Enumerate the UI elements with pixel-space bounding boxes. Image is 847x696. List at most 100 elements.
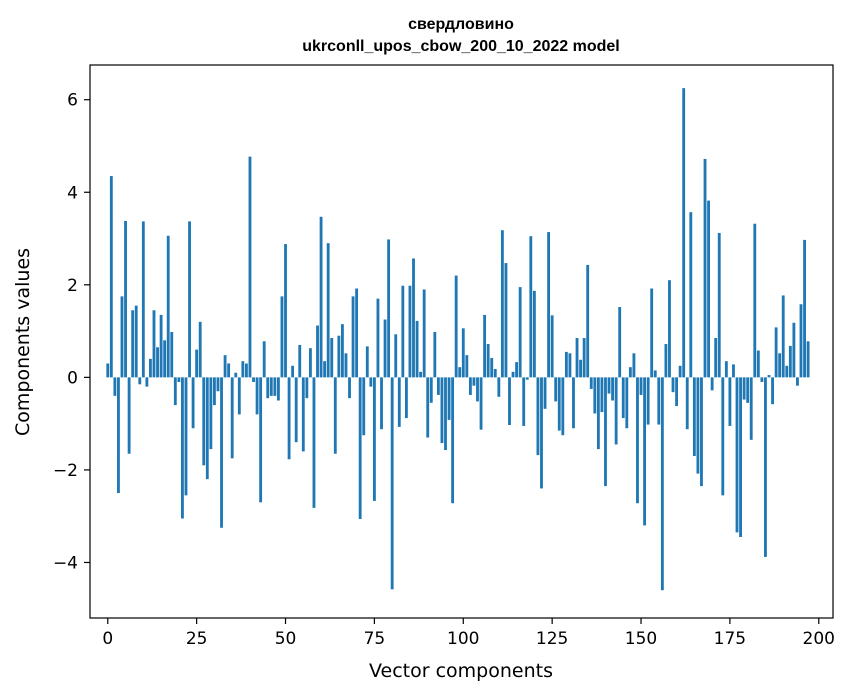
bar <box>376 298 380 378</box>
bar <box>213 377 216 406</box>
plot-frame <box>89 64 834 619</box>
bar <box>390 377 394 590</box>
bar <box>703 158 707 378</box>
bar <box>781 295 785 378</box>
bar <box>465 355 469 378</box>
x-tick-label: 150 <box>625 629 657 649</box>
bar <box>778 353 782 378</box>
y-tick-label: 2 <box>67 276 78 296</box>
bar <box>774 327 778 378</box>
bar <box>664 344 668 378</box>
bar <box>333 377 337 454</box>
x-tick-label: 25 <box>186 629 208 649</box>
bar <box>362 377 366 436</box>
bar <box>269 377 273 396</box>
bar <box>429 377 433 403</box>
bar <box>540 377 543 489</box>
x-tick-label: 125 <box>536 629 568 649</box>
bar <box>632 353 636 378</box>
bar <box>276 377 280 401</box>
bar <box>739 377 742 538</box>
bar <box>728 377 732 426</box>
bar <box>803 239 806 378</box>
bar <box>198 321 202 378</box>
bar <box>312 377 316 508</box>
bar <box>682 88 686 378</box>
bar <box>596 377 600 450</box>
bar <box>714 338 718 378</box>
bar <box>582 338 586 378</box>
bar <box>717 232 721 378</box>
x-tick-label: 100 <box>447 629 479 649</box>
y-tick-label: 6 <box>67 91 78 111</box>
bar <box>458 367 462 378</box>
bar <box>184 377 188 496</box>
bar <box>689 212 693 378</box>
y-tick-label: 0 <box>67 368 78 388</box>
bar <box>426 377 430 438</box>
bar <box>127 377 131 454</box>
bar <box>788 345 792 378</box>
bar <box>408 285 412 378</box>
bar <box>675 377 678 407</box>
bar <box>223 355 227 378</box>
bar <box>625 377 629 429</box>
y-axis-label: Components values <box>12 248 34 436</box>
bar <box>643 377 646 526</box>
bar <box>294 377 298 443</box>
bar <box>792 322 796 378</box>
bar <box>799 304 803 378</box>
bar <box>383 319 387 378</box>
bar <box>504 263 508 378</box>
bar <box>326 243 330 378</box>
bar <box>518 287 522 378</box>
bar <box>454 275 458 378</box>
bar <box>358 377 362 519</box>
bar <box>195 349 199 378</box>
bar <box>305 377 309 399</box>
bar <box>255 377 259 415</box>
bar <box>273 377 277 396</box>
bar <box>700 377 703 487</box>
bar <box>522 377 526 426</box>
bar <box>490 357 494 378</box>
bar <box>145 377 149 387</box>
chart-title-line2: ukrconll_upos_cbow_200_10_2022 model <box>302 38 619 55</box>
bar <box>291 365 295 378</box>
bar <box>764 377 767 557</box>
bar <box>572 377 575 429</box>
bar <box>660 377 664 591</box>
bar <box>724 361 728 378</box>
bar <box>397 377 401 427</box>
bar <box>287 377 291 460</box>
bars-group <box>106 88 810 591</box>
bar <box>337 335 341 378</box>
bar <box>785 365 789 378</box>
bar <box>468 377 472 395</box>
y-tick-label: 4 <box>67 183 78 203</box>
bar <box>710 377 714 391</box>
bar <box>806 341 810 378</box>
bar <box>262 341 266 378</box>
bar <box>447 377 451 420</box>
bar <box>401 285 405 378</box>
bar <box>604 377 607 487</box>
bar <box>500 230 504 378</box>
bar <box>529 236 533 378</box>
bar <box>668 280 671 378</box>
bar <box>181 377 184 519</box>
bar <box>163 340 167 378</box>
bar <box>486 344 490 378</box>
bar <box>636 377 639 504</box>
bar <box>735 377 739 533</box>
y-axis-ticks: −4 −2 0 2 4 6 <box>53 91 90 573</box>
bar <box>259 377 263 503</box>
bar <box>348 377 351 399</box>
bar <box>508 377 511 426</box>
bar <box>245 363 248 378</box>
y-tick-label: −4 <box>53 553 78 573</box>
bar <box>483 314 487 378</box>
bar <box>166 235 170 378</box>
bar <box>685 377 689 430</box>
bar <box>532 290 536 378</box>
